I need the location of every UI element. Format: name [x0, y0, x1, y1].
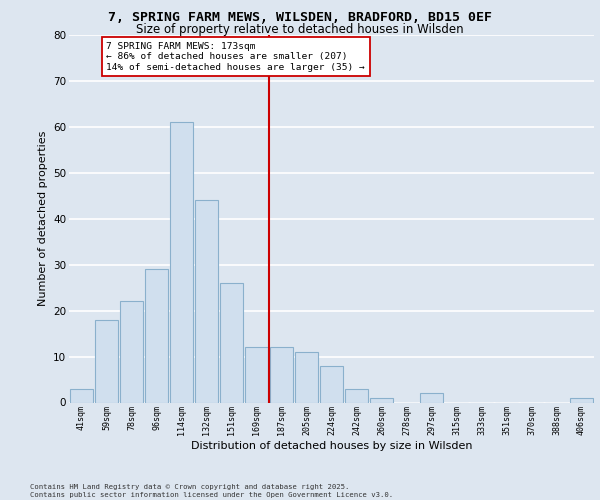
Text: 7, SPRING FARM MEWS, WILSDEN, BRADFORD, BD15 0EF: 7, SPRING FARM MEWS, WILSDEN, BRADFORD, … — [108, 11, 492, 24]
Bar — [245, 348, 268, 403]
Bar — [345, 388, 368, 402]
Bar — [95, 320, 118, 402]
Bar — [420, 394, 443, 402]
Bar — [320, 366, 343, 403]
Text: Contains HM Land Registry data © Crown copyright and database right 2025.
Contai: Contains HM Land Registry data © Crown c… — [30, 484, 393, 498]
Y-axis label: Number of detached properties: Number of detached properties — [38, 131, 47, 306]
Bar — [145, 270, 168, 402]
Bar — [370, 398, 393, 402]
Bar — [295, 352, 318, 403]
X-axis label: Distribution of detached houses by size in Wilsden: Distribution of detached houses by size … — [191, 441, 472, 451]
Bar — [70, 388, 93, 402]
Bar — [220, 283, 243, 403]
Text: 7 SPRING FARM MEWS: 173sqm
← 86% of detached houses are smaller (207)
14% of sem: 7 SPRING FARM MEWS: 173sqm ← 86% of deta… — [107, 42, 365, 72]
Bar — [570, 398, 593, 402]
Bar — [170, 122, 193, 402]
Bar — [195, 200, 218, 402]
Text: Size of property relative to detached houses in Wilsden: Size of property relative to detached ho… — [136, 22, 464, 36]
Bar — [270, 348, 293, 403]
Bar — [120, 302, 143, 402]
